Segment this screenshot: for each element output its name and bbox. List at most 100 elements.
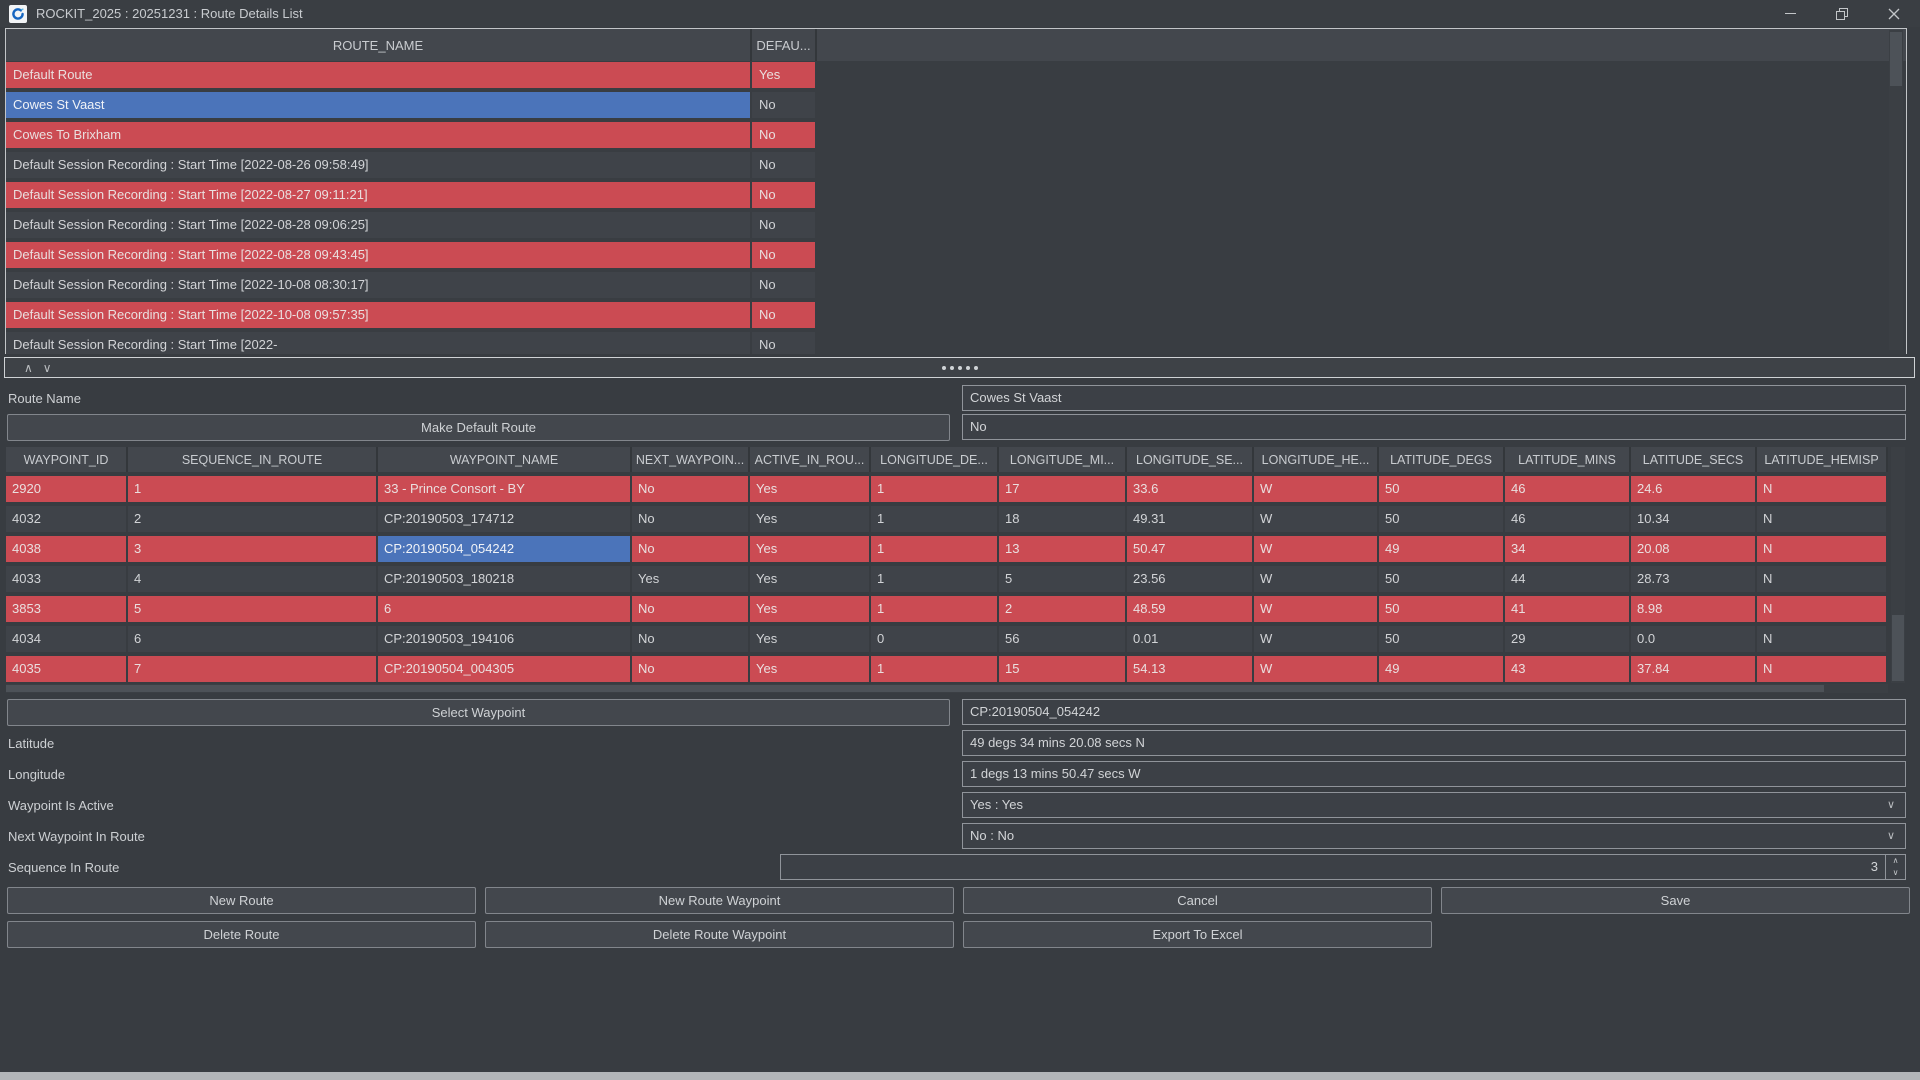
waypoint-cell[interactable]: Yes xyxy=(750,626,871,652)
waypoint-cell[interactable]: W xyxy=(1254,596,1379,622)
waypoint-cell[interactable]: W xyxy=(1254,656,1379,682)
waypoint-cell[interactable]: N xyxy=(1757,476,1888,502)
route-default-cell[interactable]: No xyxy=(752,332,817,354)
waypoint-cell[interactable]: 7 xyxy=(128,656,378,682)
waypoint-cell[interactable]: 0.0 xyxy=(1631,626,1757,652)
route-name-cell[interactable]: Default Session Recording : Start Time [… xyxy=(6,242,752,268)
delete-route-waypoint-button[interactable]: Delete Route Waypoint xyxy=(485,921,954,948)
route-row[interactable]: Default Session Recording : Start Time [… xyxy=(6,152,1890,178)
waypoint-cell[interactable]: 3 xyxy=(128,536,378,562)
select-waypoint-button[interactable]: Select Waypoint xyxy=(7,699,950,726)
waypoint-cell[interactable]: Yes xyxy=(750,536,871,562)
column-header-waypoint-name[interactable]: WAYPOINT_NAME xyxy=(378,447,632,472)
waypoint-row[interactable]: 4032 2 CP:20190503_174712 No Yes 1 18 49.31 W 50 4… xyxy=(6,506,1905,532)
waypoint-cell[interactable]: W xyxy=(1254,536,1379,562)
waypoint-cell[interactable]: 44 xyxy=(1505,566,1631,592)
waypoint-cell[interactable]: 43 xyxy=(1505,656,1631,682)
waypoint-cell[interactable]: W xyxy=(1254,506,1379,532)
route-default-cell[interactable]: No xyxy=(752,302,817,328)
waypoint-row[interactable]: 4033 4 CP:20190503_180218 Yes Yes 1 5 23.56 W 50 4… xyxy=(6,566,1905,592)
waypoint-cell[interactable]: 33 - Prince Consort - BY xyxy=(378,476,632,502)
default-route-value-field[interactable]: No xyxy=(962,414,1906,440)
route-name-cell[interactable]: Cowes St Vaast xyxy=(6,92,752,118)
waypoint-cell[interactable]: 2 xyxy=(999,596,1127,622)
sequence-spinner[interactable]: 3 ∧ ∨ xyxy=(780,854,1906,880)
column-header-longitude-de[interactable]: LONGITUDE_DE... xyxy=(871,447,999,472)
waypoint-cell[interactable]: 33.6 xyxy=(1127,476,1254,502)
restore-button[interactable] xyxy=(1816,0,1868,27)
waypoint-cell[interactable]: CP:20190503_194106 xyxy=(378,626,632,652)
route-default-cell[interactable]: No xyxy=(752,212,817,238)
route-default-cell[interactable]: No xyxy=(752,272,817,298)
waypoint-cell[interactable]: No xyxy=(632,596,750,622)
waypoint-cell[interactable]: 13 xyxy=(999,536,1127,562)
waypoint-row[interactable]: 4035 7 CP:20190504_004305 No Yes 1 15 54.13 W 49 4… xyxy=(6,656,1905,682)
waypoint-cell[interactable]: 54.13 xyxy=(1127,656,1254,682)
waypoint-cell[interactable]: 4034 xyxy=(6,626,128,652)
waypoint-cell[interactable]: 41 xyxy=(1505,596,1631,622)
splitter-grip-icon[interactable] xyxy=(941,365,978,370)
route-name-cell[interactable]: Cowes To Brixham xyxy=(6,122,752,148)
waypoint-row[interactable]: 2920 1 33 - Prince Consort - BY No Yes 1 17 33.… xyxy=(6,476,1905,502)
route-name-cell[interactable]: Default Session Recording : Start Time [… xyxy=(6,182,752,208)
waypoint-cell[interactable]: 4032 xyxy=(6,506,128,532)
waypoint-cell[interactable]: 6 xyxy=(378,596,632,622)
waypoint-cell[interactable]: 50 xyxy=(1379,626,1505,652)
scrollbar-thumb[interactable] xyxy=(1890,32,1902,86)
waypoint-cell[interactable]: 1 xyxy=(871,656,999,682)
waypoint-cell[interactable]: 46 xyxy=(1505,506,1631,532)
waypoint-cell[interactable]: N xyxy=(1757,506,1888,532)
routes-vertical-scrollbar[interactable] xyxy=(1889,30,1903,350)
waypoint-cell[interactable]: 4033 xyxy=(6,566,128,592)
waypoint-cell[interactable]: CP:20190503_180218 xyxy=(378,566,632,592)
waypoint-cell[interactable]: 34 xyxy=(1505,536,1631,562)
route-name-cell[interactable]: Default Session Recording : Start Time [… xyxy=(6,152,752,178)
waypoint-cell[interactable]: CP:20190503_174712 xyxy=(378,506,632,532)
waypoint-cell[interactable]: 50 xyxy=(1379,476,1505,502)
waypoint-cell[interactable]: No xyxy=(632,626,750,652)
collapse-down-icon[interactable]: ∨ xyxy=(42,360,52,375)
waypoint-cell[interactable]: 17 xyxy=(999,476,1127,502)
minimize-button[interactable] xyxy=(1764,0,1816,27)
route-default-cell[interactable]: No xyxy=(752,242,817,268)
waypoint-cell[interactable]: 37.84 xyxy=(1631,656,1757,682)
column-header-active-in-rou[interactable]: ACTIVE_IN_ROU... xyxy=(750,447,871,472)
waypoint-cell[interactable]: 5 xyxy=(999,566,1127,592)
waypoint-cell[interactable]: 49 xyxy=(1379,656,1505,682)
route-row[interactable]: Cowes St Vaast No xyxy=(6,92,1890,118)
waypoint-cell[interactable]: 2920 xyxy=(6,476,128,502)
waypoint-active-dropdown[interactable]: Yes : Yes ∨ xyxy=(962,792,1906,818)
new-route-waypoint-button[interactable]: New Route Waypoint xyxy=(485,887,954,914)
splitter-bar[interactable]: ∧ ∨ xyxy=(4,357,1915,378)
waypoint-cell[interactable]: 4038 xyxy=(6,536,128,562)
latitude-field[interactable]: 49 degs 34 mins 20.08 secs N xyxy=(962,730,1906,756)
route-row[interactable]: Default Route Yes xyxy=(6,62,1890,88)
waypoint-cell[interactable]: 56 xyxy=(999,626,1127,652)
waypoints-vertical-scrollbar[interactable] xyxy=(1891,447,1905,683)
waypoint-cell[interactable]: 1 xyxy=(871,476,999,502)
waypoint-cell[interactable]: Yes xyxy=(750,656,871,682)
column-header-longitude-he[interactable]: LONGITUDE_HE... xyxy=(1254,447,1379,472)
waypoint-cell[interactable]: 4035 xyxy=(6,656,128,682)
waypoint-cell[interactable]: W xyxy=(1254,626,1379,652)
column-header-next-waypoin[interactable]: NEXT_WAYPOIN... xyxy=(632,447,750,472)
waypoint-cell[interactable]: N xyxy=(1757,656,1888,682)
waypoint-cell[interactable]: CP:20190504_054242 xyxy=(378,536,632,562)
waypoint-cell[interactable]: 1 xyxy=(871,566,999,592)
waypoint-cell[interactable]: 3853 xyxy=(6,596,128,622)
waypoint-cell[interactable]: No xyxy=(632,656,750,682)
waypoint-cell[interactable]: 28.73 xyxy=(1631,566,1757,592)
waypoint-cell[interactable]: W xyxy=(1254,566,1379,592)
column-header-waypoint-id[interactable]: WAYPOINT_ID xyxy=(6,447,128,472)
waypoint-cell[interactable]: 8.98 xyxy=(1631,596,1757,622)
waypoint-cell[interactable]: Yes xyxy=(750,566,871,592)
waypoint-cell[interactable]: Yes xyxy=(750,596,871,622)
route-name-cell[interactable]: Default Session Recording : Start Time [… xyxy=(6,302,752,328)
spinner-down-icon[interactable]: ∨ xyxy=(1892,868,1899,877)
route-row[interactable]: Default Session Recording : Start Time [… xyxy=(6,212,1890,238)
waypoint-cell[interactable]: 20.08 xyxy=(1631,536,1757,562)
waypoint-row[interactable]: 4038 3 CP:20190504_054242 No Yes 1 13 50.47 W 49 3… xyxy=(6,536,1905,562)
waypoint-cell[interactable]: Yes xyxy=(750,476,871,502)
waypoint-cell[interactable]: CP:20190504_004305 xyxy=(378,656,632,682)
route-row[interactable]: Default Session Recording : Start Time [… xyxy=(6,242,1890,268)
